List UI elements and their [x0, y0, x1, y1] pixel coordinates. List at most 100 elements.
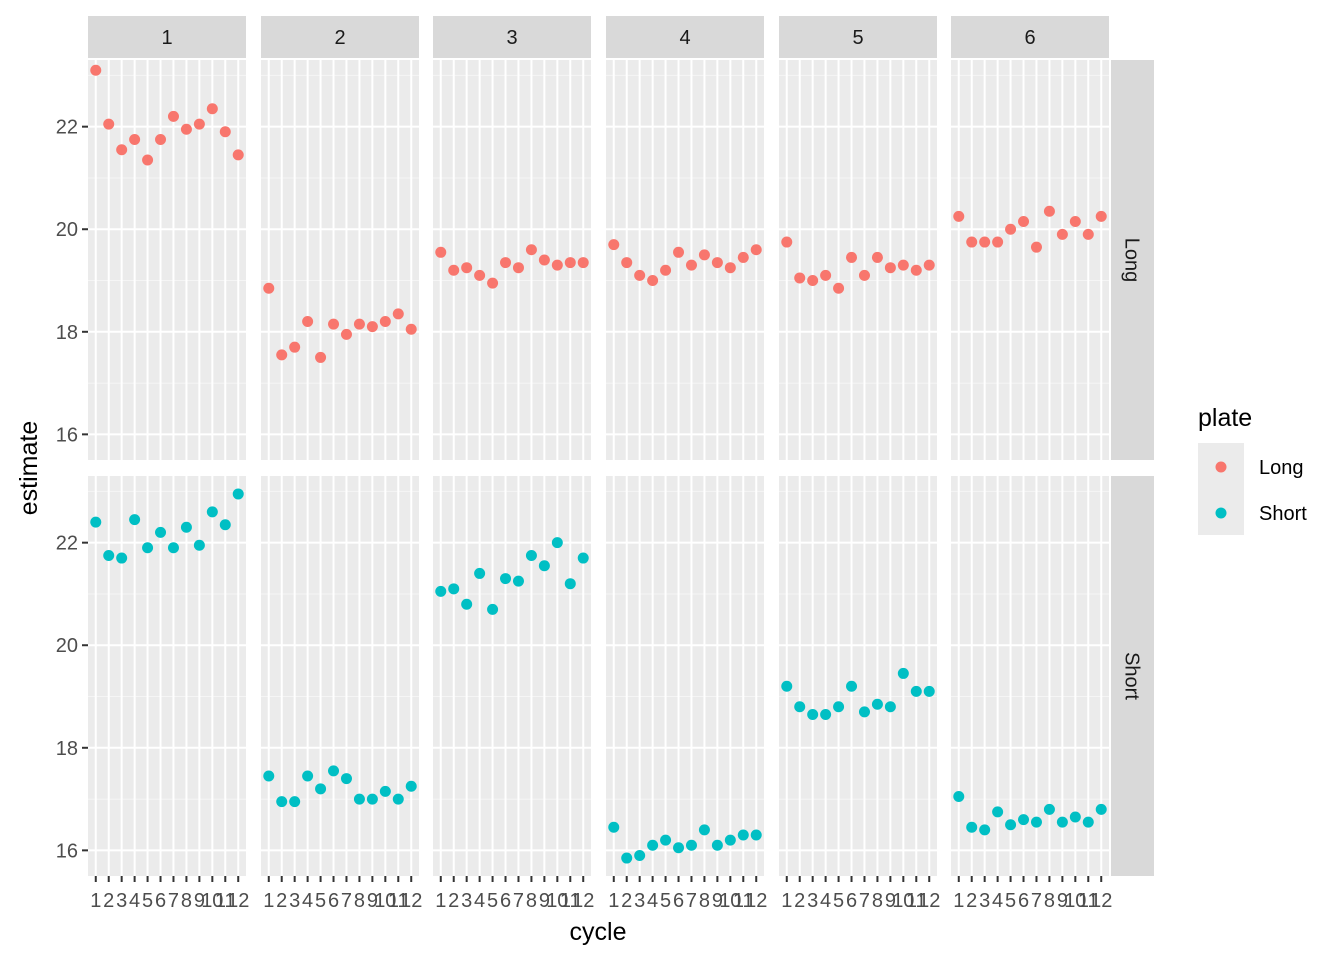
data-point	[392, 308, 404, 320]
row-strip-label: Short	[1121, 652, 1143, 700]
data-point	[884, 262, 896, 274]
data-point	[820, 708, 832, 720]
panel-6-short	[951, 476, 1109, 876]
x-tick-label: 9	[712, 890, 723, 912]
x-tick-label: 12	[918, 890, 940, 912]
data-point	[833, 282, 845, 294]
x-tick-label: 5	[660, 890, 671, 912]
data-point	[129, 133, 141, 145]
x-tick-label: 6	[500, 890, 511, 912]
data-point	[289, 796, 301, 808]
data-point	[474, 269, 486, 281]
x-tick-label: 10	[719, 890, 741, 912]
data-point	[461, 598, 473, 610]
x-tick-label: 11	[388, 890, 409, 912]
data-point	[871, 698, 883, 710]
x-tick-label: 4	[820, 890, 831, 912]
data-point	[353, 793, 365, 805]
data-point	[634, 269, 646, 281]
data-point	[487, 603, 499, 615]
data-point	[340, 773, 352, 785]
x-tick-label: 8	[699, 890, 710, 912]
series-short-plate-4	[608, 821, 762, 864]
x-tick-label: 8	[872, 890, 883, 912]
x-tick-label: 5	[487, 890, 498, 912]
panel-background	[779, 476, 937, 876]
data-point	[263, 282, 275, 294]
column-strip-label: 3	[506, 27, 517, 49]
panel-background	[433, 476, 591, 876]
x-tick-label: 9	[367, 890, 378, 912]
panels-layer	[88, 60, 1109, 876]
data-point	[525, 549, 537, 561]
x-tick-label: 7	[686, 890, 697, 912]
data-point	[206, 103, 218, 115]
data-point	[871, 251, 883, 263]
data-point	[219, 519, 231, 531]
data-point	[340, 328, 352, 340]
data-point	[660, 834, 672, 846]
x-tick-label: 2	[103, 890, 114, 912]
strip-background	[606, 16, 764, 58]
data-point	[379, 316, 391, 328]
data-point	[781, 680, 793, 692]
legend: plate Long Short	[1198, 404, 1307, 535]
data-point	[685, 259, 697, 271]
data-point	[448, 583, 460, 595]
x-tick-label: 5	[1005, 890, 1016, 912]
data-point	[1018, 216, 1030, 228]
panel-2-long	[261, 60, 419, 460]
x-tick-label: 3	[979, 890, 990, 912]
x-tick-label: 10	[201, 890, 223, 912]
panel-background	[951, 60, 1109, 460]
data-point	[487, 277, 499, 289]
data-point	[1056, 816, 1068, 828]
series-long-plate-4	[608, 239, 762, 287]
data-point	[846, 680, 858, 692]
data-point	[1056, 228, 1068, 240]
panel-5-short	[779, 476, 937, 876]
data-point	[1069, 811, 1081, 823]
data-point	[1030, 241, 1042, 253]
data-point	[647, 839, 659, 851]
x-tick-label: 5	[142, 890, 153, 912]
data-point	[608, 239, 620, 251]
x-tick-label: 2	[794, 890, 805, 912]
data-point	[353, 318, 365, 330]
series-short-plate-5	[781, 667, 935, 720]
series-short-plate-6	[953, 791, 1107, 836]
data-point	[737, 251, 749, 263]
data-point	[551, 537, 563, 549]
panel-2-short	[261, 476, 419, 876]
data-point	[634, 849, 646, 861]
x-tick-label: 4	[992, 890, 1003, 912]
x-tick-label: 1	[90, 890, 101, 912]
y-tick-label: 16	[56, 840, 78, 862]
legend-label-long: Long	[1259, 457, 1304, 479]
data-point	[737, 829, 749, 841]
legend-key-background	[1198, 443, 1244, 535]
data-point	[884, 701, 896, 713]
data-point	[807, 708, 819, 720]
data-point	[167, 110, 179, 122]
data-point	[180, 123, 192, 135]
data-point	[1005, 223, 1017, 235]
data-point	[794, 701, 806, 713]
strip-background	[1111, 60, 1154, 460]
x-tick-label: 6	[1018, 890, 1029, 912]
data-point	[1082, 816, 1094, 828]
data-point	[193, 539, 205, 551]
series-long-plate-5	[781, 236, 935, 294]
data-point	[724, 262, 736, 274]
data-point	[750, 829, 762, 841]
data-point	[405, 323, 417, 335]
x-tick-label: 5	[315, 890, 326, 912]
panel-1-short	[88, 476, 246, 876]
data-point	[1095, 210, 1107, 222]
data-point	[551, 259, 563, 271]
data-point	[1043, 803, 1055, 815]
data-point	[328, 765, 340, 777]
x-tick-label: 10	[1064, 890, 1086, 912]
data-point	[435, 585, 447, 597]
